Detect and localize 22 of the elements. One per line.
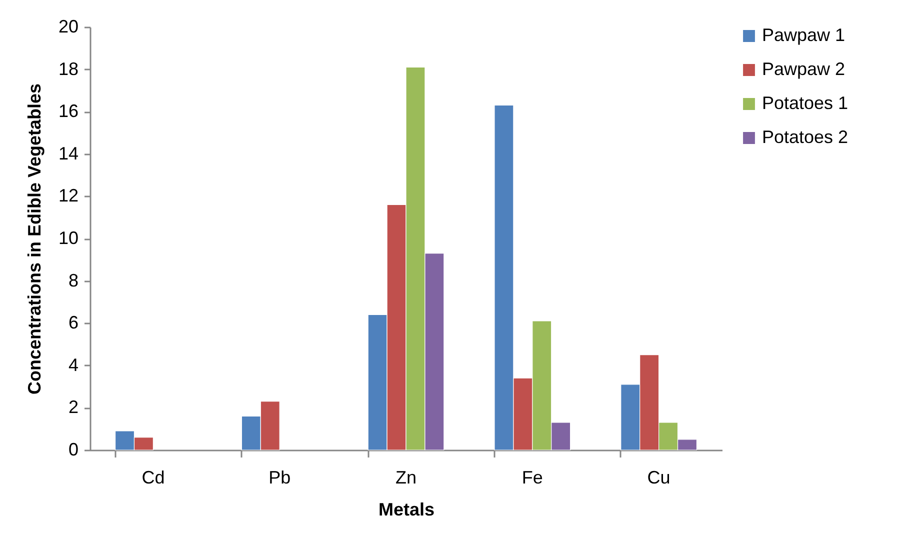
- legend-label: Potatoes 2: [762, 127, 848, 147]
- y-tick-label: 20: [58, 16, 78, 36]
- x-tick-label: Cd: [142, 468, 165, 488]
- y-axis-title: Concentrations in Edible Vegetables: [24, 83, 44, 395]
- y-tick-label: 6: [68, 312, 78, 333]
- x-tick-label: Fe: [522, 468, 543, 488]
- y-tick-label: 2: [68, 397, 78, 418]
- x-tick-label: Zn: [395, 468, 417, 488]
- y-tick-label: 14: [58, 143, 78, 164]
- y-tick-label: 10: [58, 228, 78, 248]
- legend-label: Pawpaw 2: [762, 59, 846, 79]
- x-axis-title: Metals: [378, 500, 435, 520]
- y-tick-label: 8: [68, 270, 78, 290]
- y-tick-label: 0: [68, 440, 78, 460]
- y-tick-label: 12: [58, 186, 78, 206]
- legend-label: Potatoes 1: [762, 93, 848, 113]
- y-tick-label: 18: [58, 58, 78, 79]
- x-tick-label: Pb: [268, 468, 291, 488]
- x-tick-label: Cu: [647, 468, 670, 488]
- legend-label: Pawpaw 1: [762, 25, 846, 45]
- y-tick-label: 4: [68, 354, 78, 375]
- y-tick-label: 16: [58, 101, 78, 122]
